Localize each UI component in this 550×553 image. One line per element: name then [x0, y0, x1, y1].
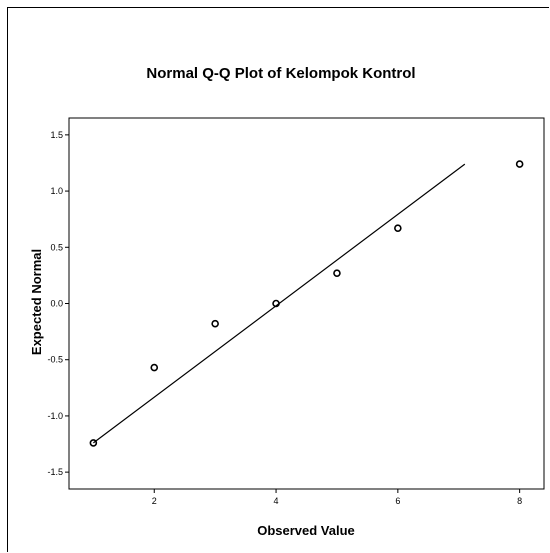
y-tick-label: 1.0 — [50, 186, 63, 196]
chart-frame — [7, 7, 549, 552]
data-point — [272, 299, 280, 308]
x-axis-label: Observed Value — [257, 523, 355, 538]
y-tick-label: 0.5 — [50, 242, 63, 252]
y-tick-label: 1.5 — [50, 130, 63, 140]
y-tick-label: -0.5 — [47, 355, 63, 365]
x-tick-label: 4 — [274, 496, 279, 506]
y-tick-label: -1.5 — [47, 467, 63, 477]
data-point — [515, 160, 524, 168]
data-points — [89, 160, 524, 447]
x-tick-label: 6 — [395, 496, 400, 506]
y-axis: -1.5 -1.0 -0.5 0.0 0.5 1.0 1.5 — [47, 130, 69, 477]
data-point — [333, 269, 341, 277]
data-point — [150, 363, 159, 372]
chart-title: Normal Q-Q Plot of Kelompok Kontrol — [146, 65, 415, 82]
y-axis-label: Expected Normal — [29, 249, 44, 355]
data-point — [211, 319, 219, 328]
data-point — [89, 439, 98, 447]
x-tick-label: 2 — [152, 496, 157, 506]
plot-area — [68, 117, 545, 490]
x-tick-label: 8 — [517, 496, 522, 506]
data-point — [394, 224, 402, 232]
y-tick-label: 0.0 — [50, 299, 63, 309]
x-axis: 2 4 6 8 — [152, 489, 522, 506]
y-tick-label: -1.0 — [47, 411, 63, 421]
